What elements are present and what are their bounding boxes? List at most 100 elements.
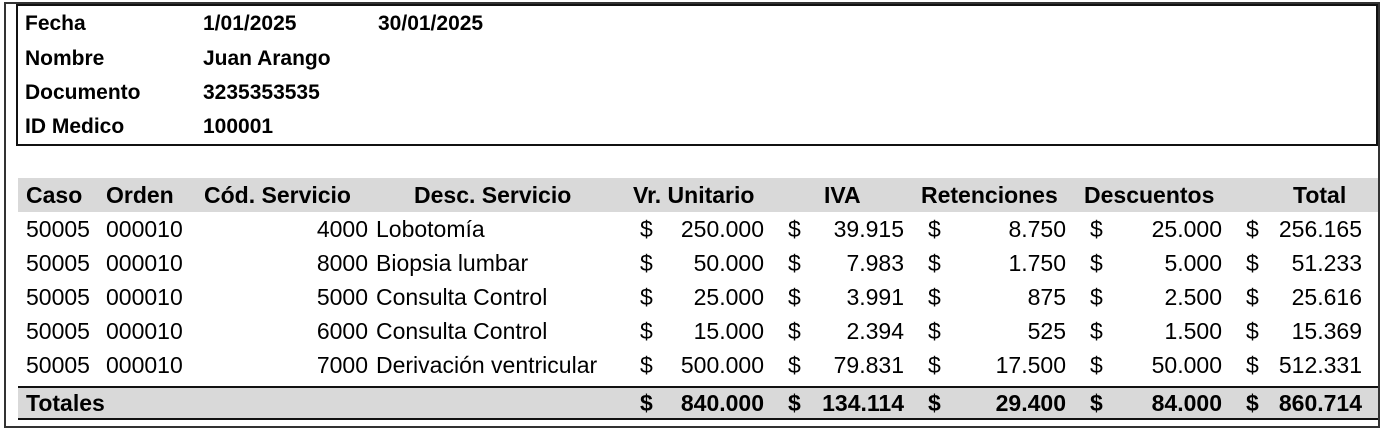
currency-symbol: $ bbox=[788, 390, 801, 416]
currency-symbol: $ bbox=[1246, 352, 1259, 378]
cell-caso[interactable]: 50005 bbox=[26, 318, 90, 344]
cell-descuentos[interactable]: 50.000 bbox=[1151, 352, 1222, 378]
currency-symbol: $ bbox=[928, 284, 941, 310]
currency-symbol: $ bbox=[640, 318, 653, 344]
cell-cod-servicio[interactable]: 5000 bbox=[316, 284, 368, 310]
cell-total[interactable]: 512.331 bbox=[1278, 352, 1362, 378]
total-total[interactable]: 860.714 bbox=[1278, 390, 1362, 416]
fecha-fin[interactable]: 30/01/2025 bbox=[378, 12, 484, 35]
cell-caso[interactable]: 50005 bbox=[26, 352, 90, 378]
currency-symbol: $ bbox=[1246, 284, 1259, 310]
currency-symbol: $ bbox=[640, 216, 653, 242]
nombre-value[interactable]: Juan Arango bbox=[203, 47, 331, 70]
cell-vr-unitario[interactable]: 250.000 bbox=[680, 216, 764, 242]
cell-orden[interactable]: 000010 bbox=[106, 352, 183, 378]
cell-total[interactable]: 15.369 bbox=[1291, 318, 1362, 344]
currency-symbol: $ bbox=[1090, 216, 1103, 242]
totals-row: Totales $ 840.000 $ 134.114 $ 29.400 $ 8… bbox=[18, 386, 1378, 420]
cell-desc-servicio[interactable]: Derivación ventricular bbox=[376, 352, 598, 378]
cell-iva[interactable]: 79.831 bbox=[833, 352, 904, 378]
cell-desc-servicio[interactable]: Biopsia lumbar bbox=[376, 250, 529, 276]
col-header-caso[interactable]: Caso bbox=[26, 182, 83, 208]
table-row: 50005 000010 8000 Biopsia lumbar $ 50.00… bbox=[18, 246, 1378, 280]
col-header-orden[interactable]: Orden bbox=[106, 182, 174, 208]
header-info-box bbox=[16, 4, 1378, 146]
cell-retenciones[interactable]: 1.750 bbox=[1008, 250, 1066, 276]
cell-desc-servicio[interactable]: Consulta Control bbox=[376, 318, 548, 344]
currency-symbol: $ bbox=[928, 390, 941, 416]
idmedico-label: ID Medico bbox=[25, 115, 125, 138]
table-row: 50005 000010 7000 Derivación ventricular… bbox=[18, 348, 1378, 382]
col-header-desc-servicio[interactable]: Desc. Servicio bbox=[414, 182, 572, 208]
cell-orden[interactable]: 000010 bbox=[106, 284, 183, 310]
currency-symbol: $ bbox=[788, 250, 801, 276]
total-retenciones[interactable]: 29.400 bbox=[995, 390, 1066, 416]
fecha-inicio[interactable]: 1/01/2025 bbox=[203, 12, 297, 35]
cell-descuentos[interactable]: 25.000 bbox=[1151, 216, 1222, 242]
total-vr-unitario[interactable]: 840.000 bbox=[680, 390, 764, 416]
table-header-row: Caso Orden Cód. Servicio Desc. Servicio … bbox=[18, 178, 1378, 212]
currency-symbol: $ bbox=[1090, 390, 1103, 416]
cell-descuentos[interactable]: 2.500 bbox=[1164, 284, 1222, 310]
cell-total[interactable]: 51.233 bbox=[1291, 250, 1362, 276]
col-header-total[interactable]: Total bbox=[1293, 182, 1347, 208]
cell-vr-unitario[interactable]: 25.000 bbox=[693, 284, 764, 310]
currency-symbol: $ bbox=[640, 390, 653, 416]
cell-iva[interactable]: 2.394 bbox=[846, 318, 904, 344]
col-header-retenciones[interactable]: Retenciones bbox=[921, 182, 1058, 208]
cell-vr-unitario[interactable]: 500.000 bbox=[680, 352, 764, 378]
cell-total[interactable]: 25.616 bbox=[1291, 284, 1362, 310]
cell-cod-servicio[interactable]: 6000 bbox=[316, 318, 368, 344]
currency-symbol: $ bbox=[1090, 284, 1103, 310]
cell-orden[interactable]: 000010 bbox=[106, 250, 183, 276]
documento-label: Documento bbox=[25, 81, 141, 104]
cell-retenciones[interactable]: 525 bbox=[1027, 318, 1066, 344]
cell-vr-unitario[interactable]: 15.000 bbox=[693, 318, 764, 344]
table-row: 50005 000010 5000 Consulta Control $ 25.… bbox=[18, 280, 1378, 314]
total-descuentos[interactable]: 84.000 bbox=[1151, 390, 1222, 416]
currency-symbol: $ bbox=[1246, 250, 1259, 276]
cell-caso[interactable]: 50005 bbox=[26, 216, 90, 242]
idmedico-value[interactable]: 100001 bbox=[203, 115, 274, 138]
cell-iva[interactable]: 3.991 bbox=[846, 284, 904, 310]
cell-descuentos[interactable]: 1.500 bbox=[1164, 318, 1222, 344]
currency-symbol: $ bbox=[1246, 390, 1259, 416]
cell-desc-servicio[interactable]: Lobotomía bbox=[376, 216, 485, 242]
total-iva[interactable]: 134.114 bbox=[822, 390, 904, 416]
cell-total[interactable]: 256.165 bbox=[1278, 216, 1362, 242]
cell-iva[interactable]: 7.983 bbox=[846, 250, 904, 276]
documento-value[interactable]: 3235353535 bbox=[203, 81, 320, 104]
table-row: 50005 000010 6000 Consulta Control $ 15.… bbox=[18, 314, 1378, 348]
cell-orden[interactable]: 000010 bbox=[106, 216, 183, 242]
cell-vr-unitario[interactable]: 50.000 bbox=[693, 250, 764, 276]
currency-symbol: $ bbox=[928, 216, 941, 242]
cell-retenciones[interactable]: 875 bbox=[1027, 284, 1066, 310]
currency-symbol: $ bbox=[788, 318, 801, 344]
cell-retenciones[interactable]: 17.500 bbox=[995, 352, 1066, 378]
cell-descuentos[interactable]: 5.000 bbox=[1164, 250, 1222, 276]
cell-cod-servicio[interactable]: 8000 bbox=[316, 250, 368, 276]
cell-cod-servicio[interactable]: 7000 bbox=[316, 352, 368, 378]
currency-symbol: $ bbox=[928, 352, 941, 378]
currency-symbol: $ bbox=[788, 216, 801, 242]
col-header-vr-unitario[interactable]: Vr. Unitario bbox=[633, 182, 755, 208]
nombre-label: Nombre bbox=[25, 47, 105, 70]
cell-cod-servicio[interactable]: 4000 bbox=[316, 216, 368, 242]
currency-symbol: $ bbox=[640, 250, 653, 276]
currency-symbol: $ bbox=[928, 318, 941, 344]
cell-retenciones[interactable]: 8.750 bbox=[1008, 216, 1066, 242]
col-header-iva[interactable]: IVA bbox=[824, 182, 861, 208]
currency-symbol: $ bbox=[640, 284, 653, 310]
cell-desc-servicio[interactable]: Consulta Control bbox=[376, 284, 548, 310]
col-header-cod-servicio[interactable]: Cód. Servicio bbox=[204, 182, 351, 208]
cell-iva[interactable]: 39.915 bbox=[833, 216, 904, 242]
table-row: 50005 000010 4000 Lobotomía $ 250.000 $ … bbox=[18, 212, 1378, 246]
sheet-frame bbox=[4, 2, 1380, 428]
cell-caso[interactable]: 50005 bbox=[26, 250, 90, 276]
fecha-label: Fecha bbox=[25, 12, 86, 35]
totals-label: Totales bbox=[26, 390, 105, 416]
col-header-descuentos[interactable]: Descuentos bbox=[1084, 182, 1215, 208]
cell-caso[interactable]: 50005 bbox=[26, 284, 90, 310]
currency-symbol: $ bbox=[1090, 250, 1103, 276]
cell-orden[interactable]: 000010 bbox=[106, 318, 183, 344]
